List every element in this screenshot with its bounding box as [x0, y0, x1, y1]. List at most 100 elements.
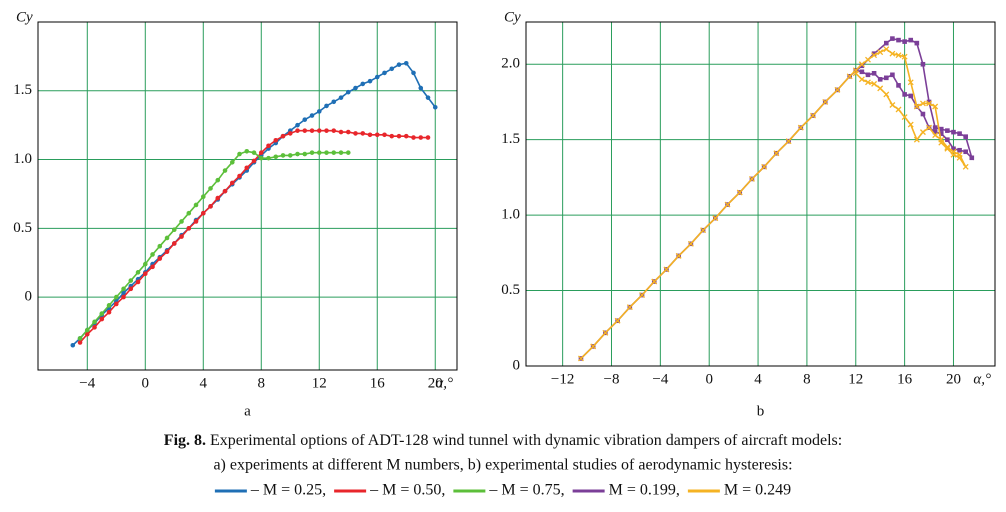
marker — [338, 129, 344, 135]
marker — [938, 126, 944, 132]
series-line — [72, 62, 436, 346]
y-tick-label: 1.0 — [13, 151, 32, 167]
marker — [273, 154, 279, 160]
marker — [945, 137, 950, 142]
marker — [99, 316, 105, 322]
marker — [150, 264, 155, 270]
marker — [871, 51, 877, 56]
marker — [345, 129, 351, 135]
marker — [883, 75, 889, 81]
y-tick-label: 1.5 — [13, 82, 32, 98]
marker — [208, 186, 213, 191]
marker — [302, 117, 308, 122]
marker — [157, 243, 163, 249]
y-tick-label: 1.0 — [501, 207, 520, 223]
y-tick-label: 0 — [513, 357, 521, 373]
marker — [128, 286, 134, 292]
marker — [761, 163, 768, 170]
marker — [266, 143, 271, 149]
marker — [382, 70, 387, 76]
marker — [895, 52, 902, 59]
marker — [938, 136, 945, 143]
marker — [651, 278, 658, 285]
marker — [266, 155, 271, 161]
caption-line: a) experiments at different M numbers, b… — [213, 457, 792, 474]
marker — [200, 194, 206, 199]
marker — [77, 340, 83, 345]
marker — [748, 175, 755, 182]
legend-label: – M = 0.75, — [488, 482, 564, 499]
series-line — [580, 37, 974, 360]
marker — [932, 129, 938, 135]
marker — [331, 128, 337, 133]
marker — [135, 270, 141, 275]
marker — [345, 150, 351, 155]
x-tick-label: 8 — [258, 375, 266, 391]
marker — [374, 132, 380, 138]
marker — [932, 103, 939, 110]
marker — [171, 227, 177, 232]
marker — [280, 133, 286, 139]
y-tick-label: 1.5 — [501, 131, 520, 147]
marker — [785, 138, 792, 145]
marker — [287, 131, 293, 136]
marker — [121, 290, 126, 296]
series-line — [79, 150, 349, 339]
marker — [309, 128, 315, 133]
marker — [316, 150, 322, 155]
x-tick-label: 4 — [754, 371, 762, 387]
marker — [389, 66, 395, 72]
marker — [164, 249, 170, 255]
marker — [773, 150, 780, 157]
marker — [367, 78, 373, 84]
marker — [84, 331, 90, 337]
marker — [396, 62, 402, 67]
x-tick-label: −8 — [604, 371, 620, 387]
marker — [186, 226, 192, 231]
marker — [280, 153, 286, 158]
marker — [142, 261, 148, 267]
marker — [208, 204, 213, 209]
marker — [700, 227, 707, 234]
marker — [602, 329, 609, 336]
marker — [251, 158, 257, 164]
marker — [877, 49, 884, 56]
marker — [135, 279, 141, 285]
marker — [724, 201, 731, 208]
marker — [295, 128, 300, 133]
marker — [963, 134, 968, 139]
marker — [179, 219, 184, 224]
marker — [92, 319, 97, 325]
marker — [834, 86, 841, 93]
marker — [382, 132, 387, 138]
marker — [273, 137, 279, 143]
marker — [846, 73, 853, 80]
marker — [200, 210, 206, 216]
legend-label: – M = 0.25, — [250, 482, 326, 499]
marker — [920, 61, 926, 67]
marker — [877, 85, 884, 92]
marker — [244, 148, 250, 154]
marker — [345, 89, 351, 95]
marker — [353, 85, 358, 91]
marker — [302, 151, 308, 157]
marker — [70, 342, 76, 348]
marker — [229, 160, 235, 165]
x-axis-label: α,° — [973, 371, 991, 387]
marker — [908, 93, 914, 99]
marker — [287, 153, 293, 158]
marker — [889, 50, 896, 57]
marker — [896, 37, 901, 43]
marker — [810, 112, 816, 119]
x-tick-label: −12 — [551, 371, 574, 387]
marker — [950, 148, 957, 155]
marker — [324, 128, 329, 133]
y-axis-label: Cy — [504, 9, 521, 25]
marker — [871, 80, 878, 87]
marker — [944, 145, 951, 152]
marker — [858, 61, 865, 68]
marker — [411, 70, 416, 76]
chart-label: b — [757, 403, 765, 419]
marker — [919, 100, 926, 107]
figure-number: Fig. 8. — [164, 432, 206, 449]
